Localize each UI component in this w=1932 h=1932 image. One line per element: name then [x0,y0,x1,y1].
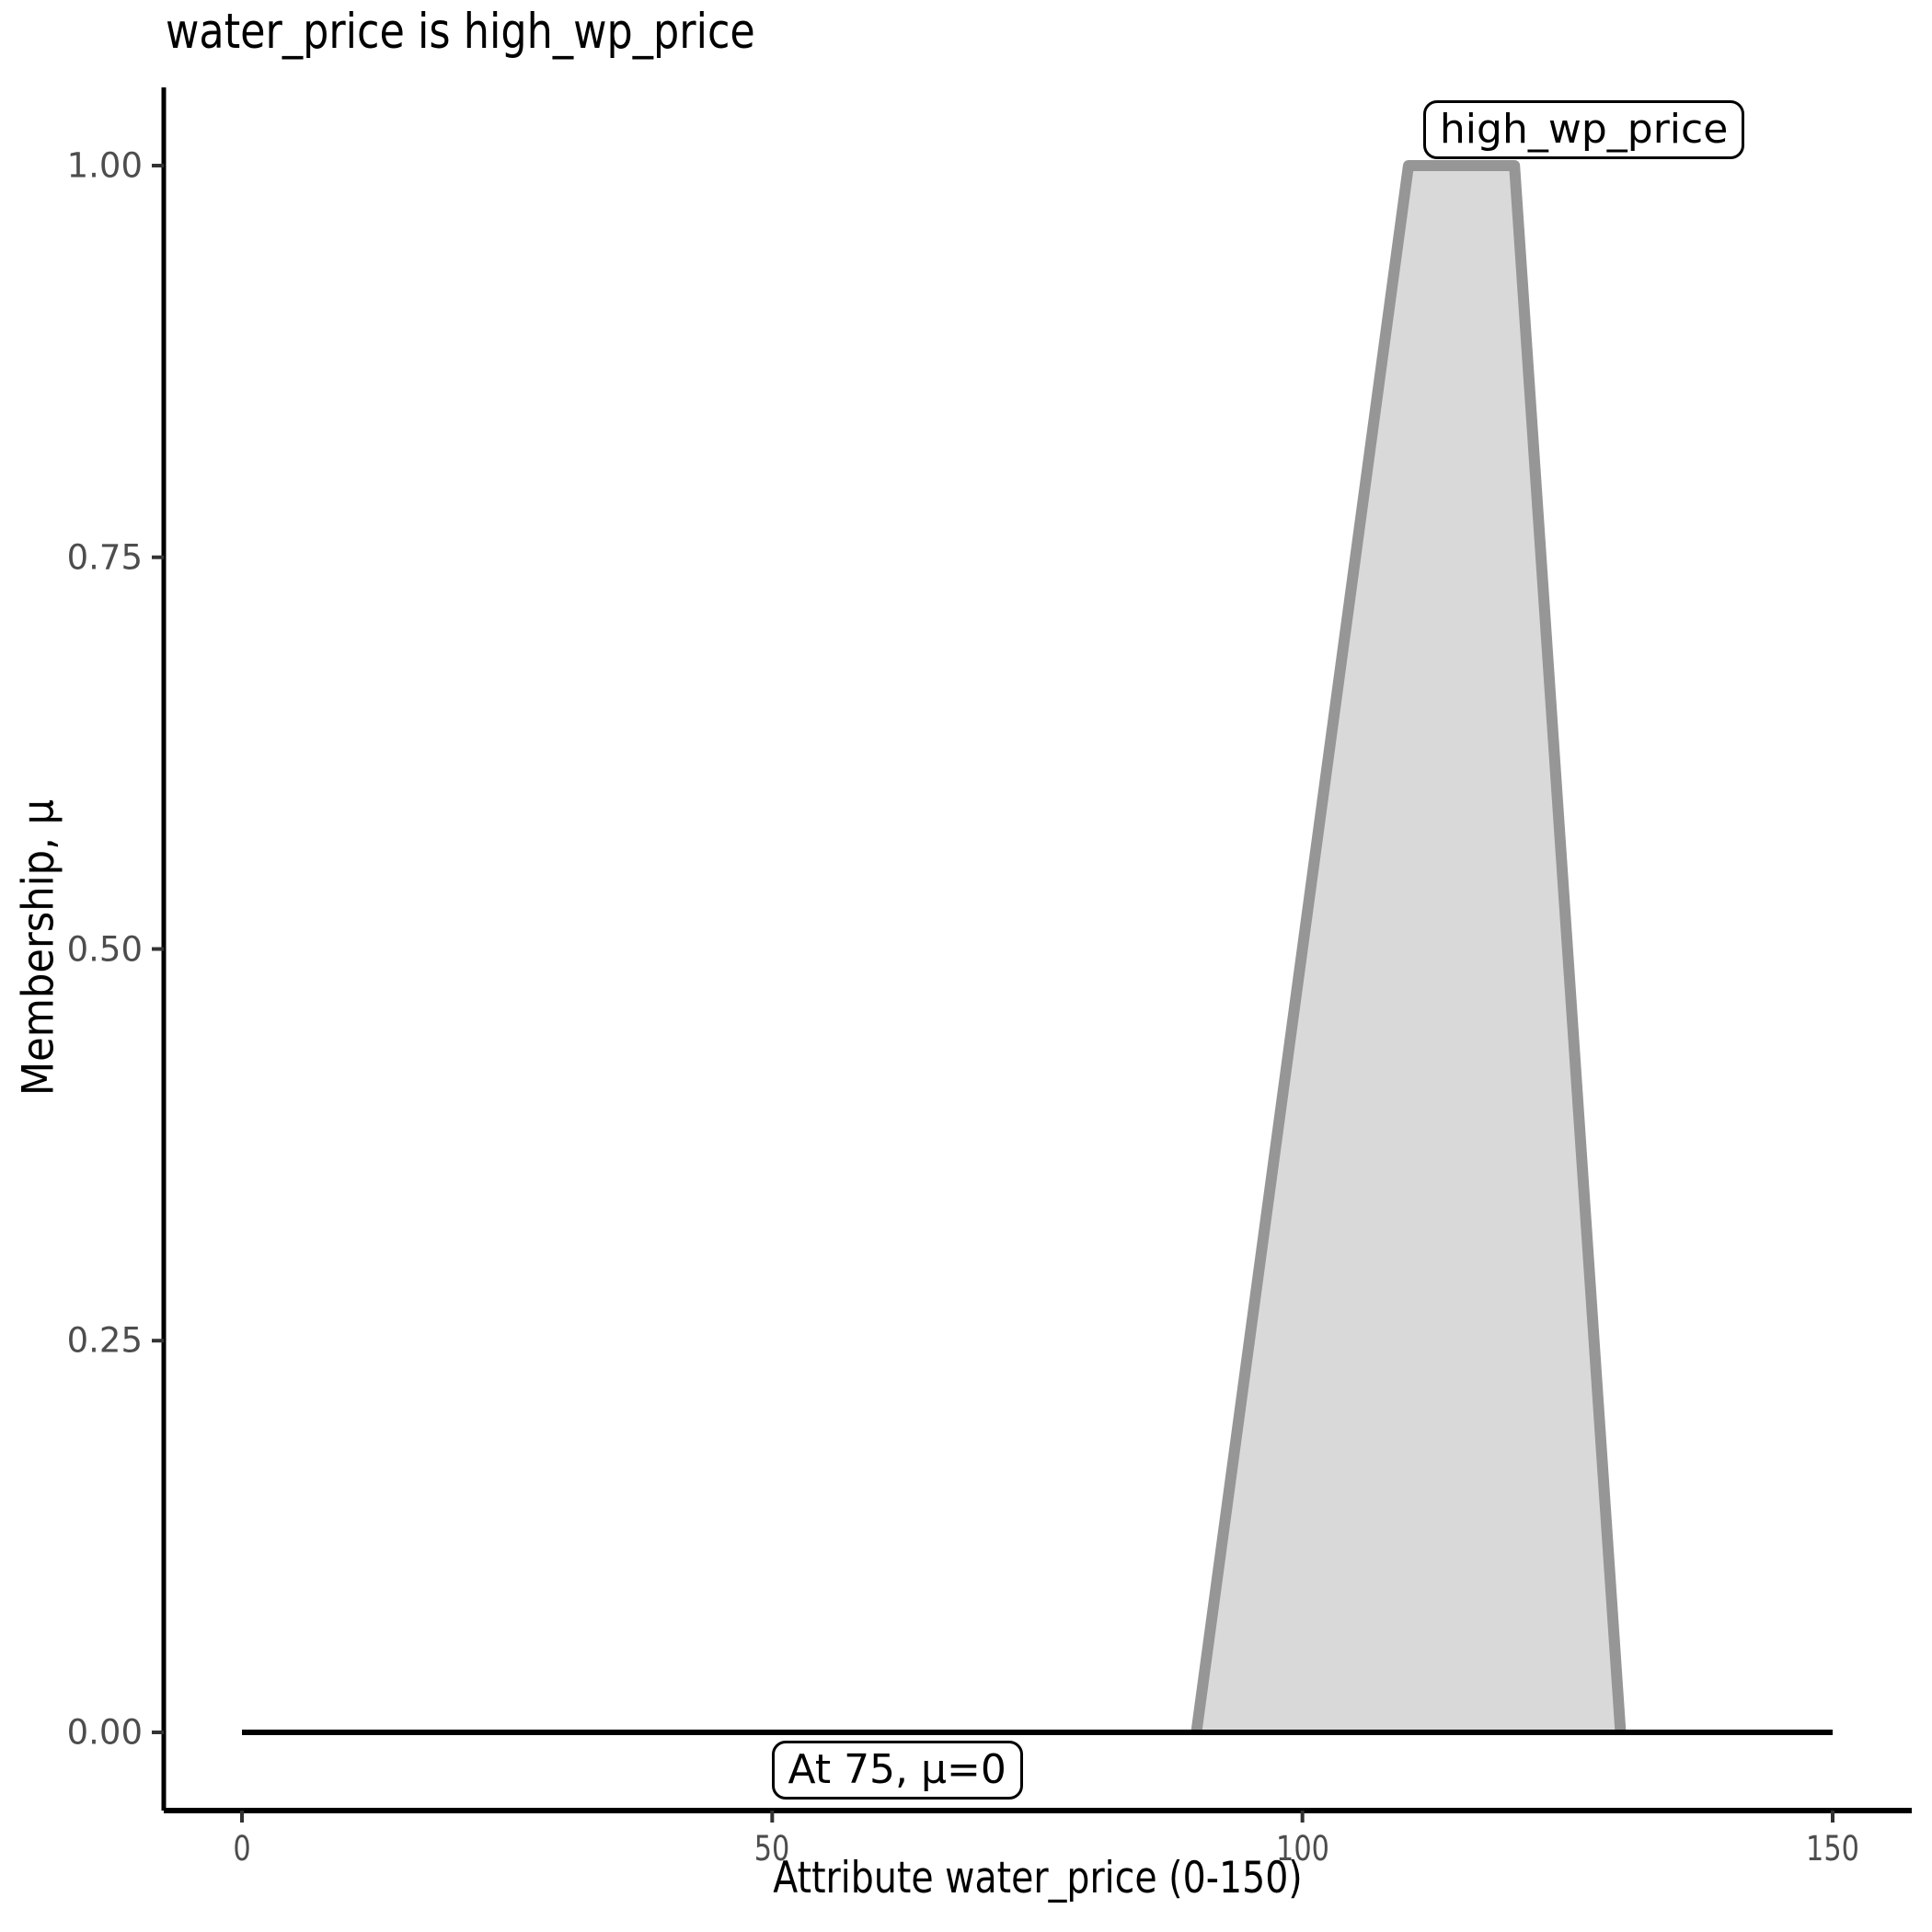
evaluation-label: At 75, μ=0 [771,1741,1023,1800]
x-tick-label: 0 [233,1829,251,1869]
x-tick-label: 50 [754,1829,790,1869]
y-tick-label: 0.75 [66,537,143,578]
set-name-label: high_wp_price [1422,100,1745,160]
y-tick-label: 0.50 [66,929,143,969]
x-tick-label: 100 [1275,1829,1329,1869]
membership-area-fill [1196,166,1621,1732]
y-tick-label: 0.25 [66,1320,143,1361]
x-tick-label: 150 [1806,1829,1859,1869]
y-tick-label: 0.00 [66,1712,143,1753]
x-axis-title: Attribute water_price (0-150) [773,1853,1303,1903]
chart-title: water_price is high_wp_price [166,4,755,60]
y-axis-title: Membership, μ [13,799,64,1097]
y-tick-label: 1.00 [66,145,143,186]
membership-outline [1190,160,1627,1733]
